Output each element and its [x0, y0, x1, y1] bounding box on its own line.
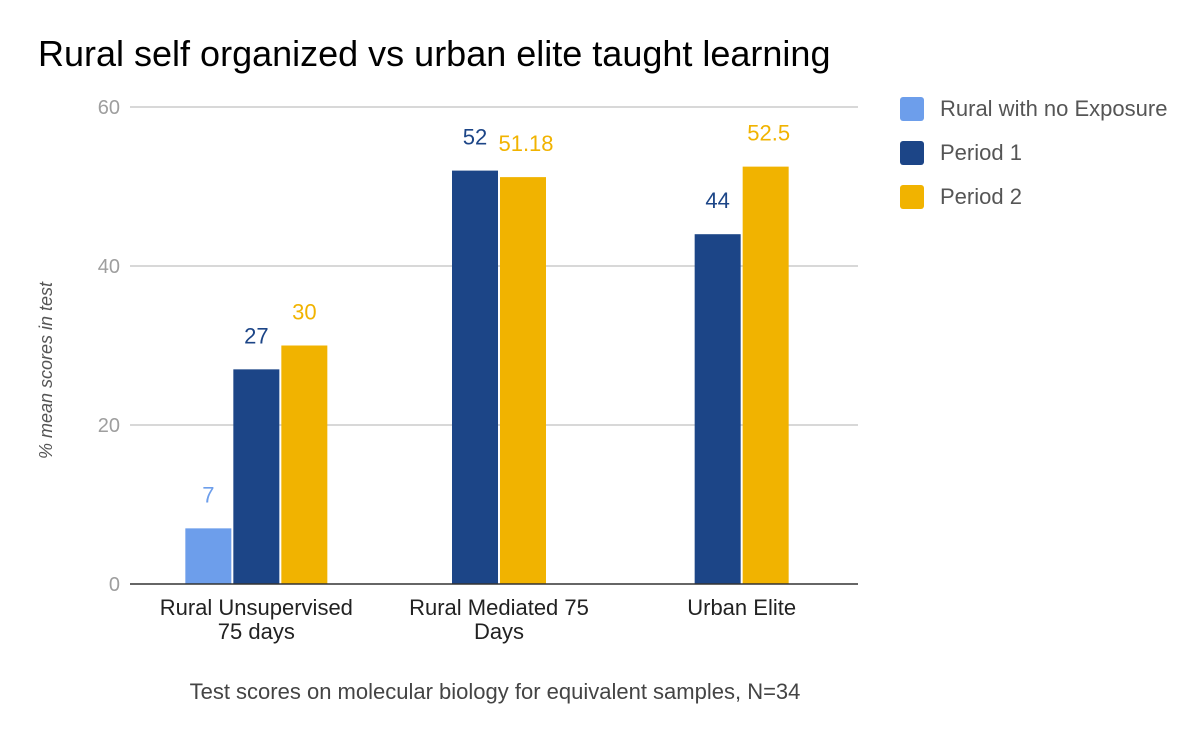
y-tick-label: 0: [109, 574, 120, 596]
legend-swatch: [900, 97, 924, 121]
category-label: 75 days: [218, 619, 295, 644]
legend: Rural with no Exposure Period 1 Period 2: [900, 96, 1167, 209]
x-axis-label: Test scores on molecular biology for equ…: [190, 679, 801, 704]
legend-swatch: [900, 185, 924, 209]
legend-swatch: [900, 141, 924, 165]
category-label: Urban Elite: [687, 595, 796, 620]
data-label: 52: [463, 125, 487, 150]
data-label: 27: [244, 323, 268, 348]
y-axis-label: % mean scores in test: [36, 281, 56, 459]
data-label: 52.5: [747, 121, 790, 146]
data-label: 44: [705, 188, 729, 213]
bar: [281, 345, 328, 584]
y-tick-label: 60: [98, 97, 120, 119]
data-labels: 7 27 30 52 51.18 44 52.5: [202, 121, 790, 508]
category-label: Rural Unsupervised: [160, 595, 353, 620]
y-tick-label: 20: [98, 415, 120, 437]
y-axis-ticks: 0 20 40 60: [98, 97, 120, 596]
legend-label: Period 2: [940, 184, 1022, 209]
legend-label: Rural with no Exposure: [940, 96, 1167, 121]
bar: [742, 166, 789, 584]
data-label: 30: [292, 300, 316, 325]
bar: [233, 369, 280, 584]
category-label: Days: [474, 619, 524, 644]
chart-title: Rural self organized vs urban elite taug…: [38, 33, 830, 74]
data-label: 51.18: [498, 131, 553, 156]
bars: [185, 166, 789, 584]
category-label: Rural Mediated 75: [409, 595, 589, 620]
y-tick-label: 40: [98, 256, 120, 278]
bar: [452, 170, 498, 584]
legend-label: Period 1: [940, 140, 1022, 165]
bar: [694, 234, 741, 584]
data-label: 7: [202, 482, 214, 507]
bar: [500, 177, 546, 584]
bar: [185, 528, 232, 584]
